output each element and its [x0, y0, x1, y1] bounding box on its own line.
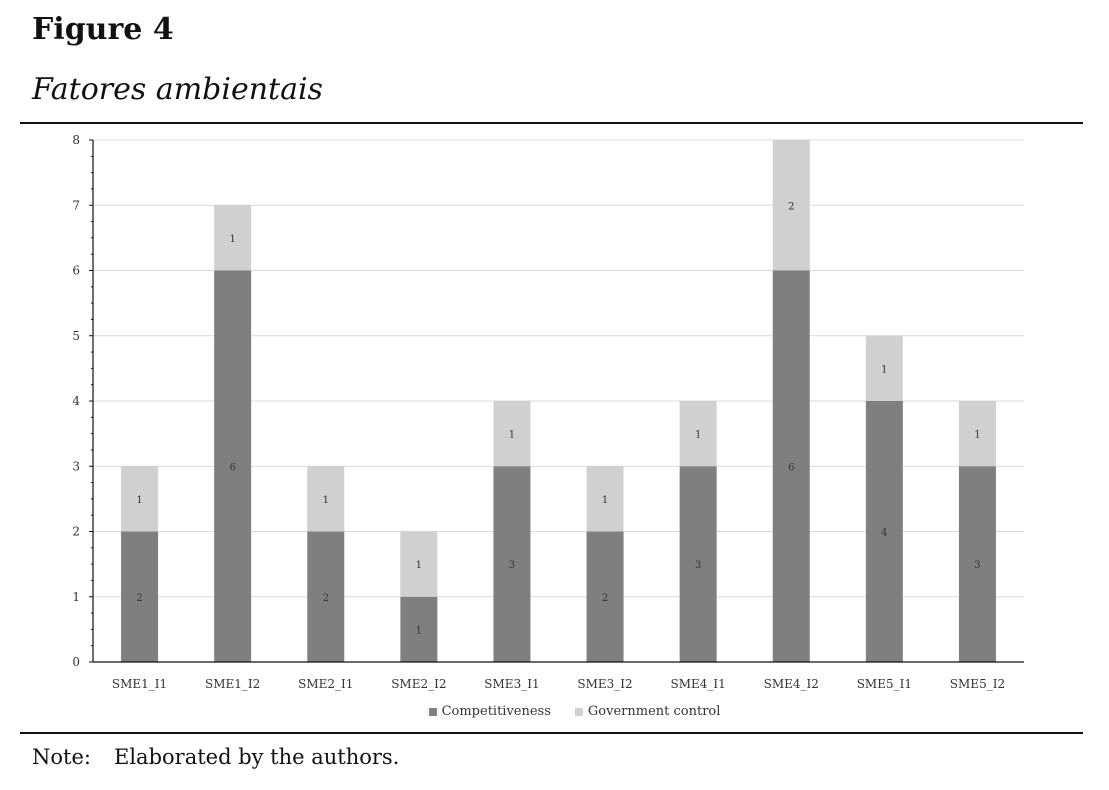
data-label: 1: [136, 495, 142, 506]
bar-competitiveness: [772, 270, 810, 662]
bar-government-control: [958, 401, 996, 467]
x-tick-label: SME1_I1: [112, 677, 167, 691]
data-label: 1: [416, 560, 422, 571]
data-label: 3: [974, 560, 980, 571]
data-label: 2: [602, 593, 608, 604]
data-label: 1: [974, 430, 980, 441]
x-tick-label: SME3_I2: [577, 677, 632, 691]
data-label: 1: [323, 495, 329, 506]
y-tick-label: 6: [72, 264, 80, 278]
y-tick-label: 5: [72, 329, 80, 343]
note-label: Note:: [32, 745, 91, 769]
x-tick-label: SME2_I2: [391, 677, 446, 691]
data-label: 1: [602, 495, 608, 506]
x-tick-label: SME2_I1: [298, 677, 353, 691]
bar-government-control: [400, 531, 438, 597]
bars: 2 1 6 1 2 1 1 1 3 1 2 1 3 1 6 2 4 1 3 1: [121, 140, 996, 662]
y-tick-label: 0: [72, 655, 80, 669]
y-tick-label: 4: [72, 394, 80, 408]
data-label: 2: [323, 593, 329, 604]
data-label: 3: [509, 560, 515, 571]
data-label: 1: [881, 364, 887, 375]
bar-government-control: [493, 401, 531, 467]
data-label: 1: [509, 430, 515, 441]
data-label: 2: [788, 201, 794, 212]
axes: 0 1 2 3 4 5 6 7 8 SME1_I1 SME1_I2 SME2_I1 SME2_I2 SME…: [72, 133, 1024, 691]
bar-competitiveness: [307, 531, 345, 662]
y-tick-label: 1: [72, 590, 80, 604]
bar-government-control: [121, 466, 159, 532]
x-tick-label: SME5_I2: [950, 677, 1005, 691]
figure-note: Note: Elaborated by the authors.: [32, 740, 399, 774]
y-tick-label: 3: [72, 459, 80, 473]
bar-competitiveness: [214, 270, 252, 662]
legend-item: Competitiveness: [428, 703, 551, 721]
bar-competitiveness: [586, 531, 624, 662]
figure-title: Fatores ambientais: [32, 72, 323, 107]
bar-competitiveness: [493, 466, 531, 662]
y-tick-label: 2: [72, 525, 80, 539]
data-label: 6: [788, 462, 794, 473]
bar-competitiveness: [400, 596, 438, 662]
legend-label: Government control: [587, 704, 721, 719]
bar-government-control: [214, 205, 252, 271]
data-label: 3: [695, 560, 701, 571]
y-tick-label: 8: [72, 133, 80, 147]
x-tick-label: SME4_I1: [671, 677, 726, 691]
bar-government-control: [679, 401, 717, 467]
data-label: 4: [881, 528, 887, 539]
x-tick-label: SME3_I1: [484, 677, 539, 691]
bar-competitiveness: [865, 401, 903, 662]
data-label: 1: [229, 234, 235, 245]
bottom-rule: [20, 732, 1083, 734]
figure-number: Figure 4: [32, 12, 174, 47]
legend-item: Government control: [574, 703, 721, 721]
stacked-bar-chart: 2 1 6 1 2 1 1 1 3 1 2 1 3 1 6 2 4 1 3 1 0 1 2 3 4 5 6 7 8 SME1_I1 SME…: [72, 133, 1024, 691]
x-tick-label: SME5_I1: [857, 677, 912, 691]
x-tick-label: SME1_I2: [205, 677, 260, 691]
bar-competitiveness: [679, 466, 717, 662]
bar-competitiveness: [958, 466, 996, 662]
bar-government-control: [772, 140, 810, 271]
top-rule: [20, 122, 1083, 124]
data-label: 6: [229, 462, 235, 473]
bar-government-control: [865, 335, 903, 401]
legend-label: Competitiveness: [441, 704, 551, 719]
legend-swatch: [428, 708, 437, 716]
y-tick-label: 7: [72, 198, 80, 212]
x-tick-label: SME4_I2: [764, 677, 819, 691]
data-label: 2: [136, 593, 142, 604]
bar-competitiveness: [121, 531, 159, 662]
data-label: 1: [416, 625, 422, 636]
bar-government-control: [586, 466, 624, 532]
note-text: Elaborated by the authors.: [114, 745, 400, 769]
bar-government-control: [307, 466, 345, 532]
legend-swatch: [574, 708, 583, 716]
chart-legend: Competitiveness Government control: [0, 703, 1109, 721]
data-label: 1: [695, 430, 701, 441]
